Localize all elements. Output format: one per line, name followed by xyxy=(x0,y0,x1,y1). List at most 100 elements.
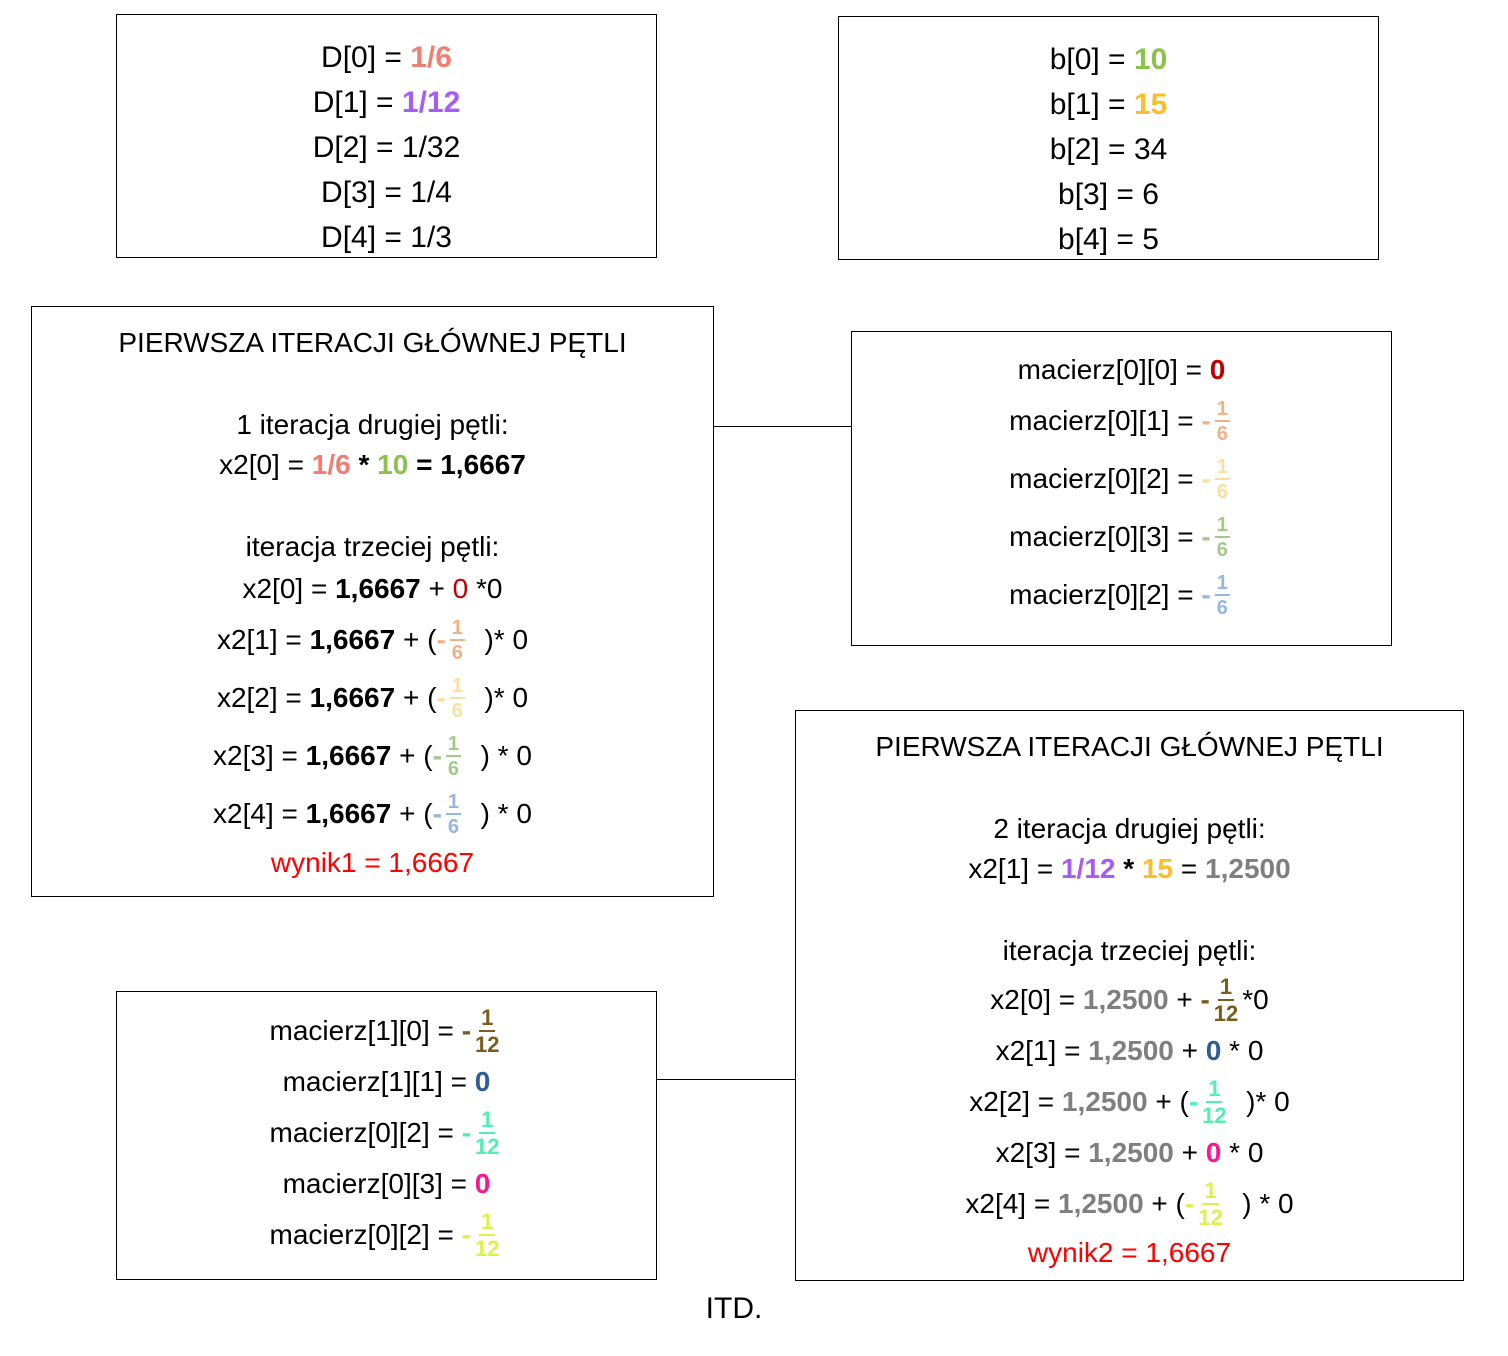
b-line: b[2] = 34 xyxy=(1050,127,1168,172)
x2-row: x2[0] = 1,2500 + -1 12 *0 xyxy=(990,971,1268,1029)
fraction-denominator: 6 xyxy=(1216,596,1228,619)
iteration-title: PIERWSZA ITERACJI GŁÓWNEJ PĘTLI xyxy=(875,731,1384,762)
x2-value: 1,2500 xyxy=(1082,984,1169,1015)
x2-value: 1,2500 xyxy=(1061,1086,1148,1117)
fraction-denominator: 12 xyxy=(475,1031,500,1057)
fraction-numerator: 1 xyxy=(479,1004,496,1032)
fraction-numerator: 1 xyxy=(449,616,465,641)
fraction-denominator: 6 xyxy=(447,757,460,780)
x2-label: x2[1] = xyxy=(995,1035,1081,1066)
fraction-numerator: 1 xyxy=(1214,455,1230,480)
b-label: b[3] = xyxy=(1058,178,1134,211)
x2-value: 1,6667 xyxy=(309,624,396,655)
b-term: 15 xyxy=(1141,853,1174,884)
d-line: D[1] = 1/12 xyxy=(313,80,461,125)
plus-sign: + ( xyxy=(399,740,433,771)
x2-row: x2[4] = 1,6667 + (-1 6 ) * 0 xyxy=(213,785,532,843)
b-value: 6 xyxy=(1142,178,1159,211)
x2-label: x2[0] = xyxy=(219,449,304,480)
matrix-zero: 0 xyxy=(474,1168,491,1199)
fraction-denominator: 12 xyxy=(1202,1102,1227,1128)
matrix-row1-box: macierz[1][0] = -1 12 macierz[1][1] = 0 m… xyxy=(116,991,657,1280)
x2-label: x2[1] = xyxy=(216,624,302,655)
x2-label: x2[3] = xyxy=(995,1137,1081,1168)
row-tail: ) * 0 xyxy=(480,798,532,829)
matrix-row: macierz[0][2] = -1 12 xyxy=(270,1206,504,1264)
fraction-denominator: 6 xyxy=(1216,538,1228,561)
minus-sign: - xyxy=(1201,579,1211,610)
d-line: D[2] = 1/32 xyxy=(313,125,461,170)
matrix-label: macierz[1][1] = xyxy=(282,1066,468,1097)
fraction-denominator: 12 xyxy=(475,1133,500,1159)
plus-sign: + ( xyxy=(1155,1086,1189,1117)
matrix-zero: 0 xyxy=(1205,1137,1222,1168)
minus-sign: - xyxy=(436,624,446,655)
plus-sign: + xyxy=(1181,1035,1198,1066)
b-label: b[0] = xyxy=(1049,43,1126,76)
plus-sign: + xyxy=(1176,984,1193,1015)
x2-main-equation: x2[1] = 1/12 * 15 = 1,2500 xyxy=(968,849,1290,889)
d-vector-box: D[0] = 1/6 D[1] = 1/12 D[2] = 1/32 D[3] … xyxy=(116,14,657,258)
x2-result: 1,6667 xyxy=(440,449,526,480)
first-iteration-box: PIERWSZA ITERACJI GŁÓWNEJ PĘTLI 1 iterac… xyxy=(31,306,714,897)
d-value: 1/4 xyxy=(410,176,452,209)
matrix-zero: 0 xyxy=(1205,1035,1222,1066)
x2-label: x2[1] = xyxy=(968,853,1054,884)
d-value: 1/3 xyxy=(410,221,452,254)
d-value: 1/32 xyxy=(401,131,461,164)
b-value: 34 xyxy=(1133,133,1168,166)
x2-main-equation: x2[0] = 1/6 * 10 = 1,6667 xyxy=(219,445,526,485)
b-label: b[4] = xyxy=(1058,223,1134,256)
x2-label: x2[4] = xyxy=(213,798,298,829)
fraction-numerator: 1 xyxy=(1206,1075,1223,1103)
matrix-label: macierz[0][3] = xyxy=(282,1168,468,1199)
multiply-sign: * xyxy=(358,449,370,480)
fraction-denominator: 12 xyxy=(1213,1000,1239,1026)
minus-sign: - xyxy=(461,1015,472,1046)
x2-label: x2[2] = xyxy=(969,1086,1055,1117)
b-label: b[2] = xyxy=(1049,133,1126,166)
second-iteration-box: PIERWSZA ITERACJI GŁÓWNEJ PĘTLI 2 iterac… xyxy=(795,710,1464,1281)
iteration-title: PIERWSZA ITERACJI GŁÓWNEJ PĘTLI xyxy=(118,327,627,358)
x2-row: x2[4] = 1,2500 + (-1 12 ) * 0 xyxy=(965,1175,1293,1233)
fraction-denominator: 12 xyxy=(475,1235,500,1261)
d-line: D[3] = 1/4 xyxy=(321,170,452,215)
fraction-denominator: 6 xyxy=(1216,480,1228,503)
x2-row: x2[2] = 1,6667 + (-1 6 )* 0 xyxy=(217,669,528,727)
x2-row: x2[1] = 1,2500 + 0 * 0 xyxy=(996,1029,1264,1073)
row-tail: )* 0 xyxy=(1246,1086,1290,1117)
row-tail: * 0 xyxy=(1229,1137,1264,1168)
second-loop-title: 1 iteracja drugiej pętli: xyxy=(236,409,509,440)
b-value: 10 xyxy=(1133,43,1168,76)
x2-row: x2[2] = 1,2500 + (-1 12 )* 0 xyxy=(969,1073,1289,1131)
b-line: b[1] = 15 xyxy=(1050,82,1168,127)
matrix-row: macierz[1][1] = 0 xyxy=(283,1060,491,1104)
fraction-numerator: 1 xyxy=(1217,973,1235,1001)
d-term: 1/6 xyxy=(311,449,351,480)
d-label: D[4] = xyxy=(321,221,402,254)
matrix-row: macierz[0][2] = -1 12 xyxy=(270,1104,504,1162)
row-tail: *0 xyxy=(476,573,503,604)
matrix-row: macierz[0][0] = 0 xyxy=(1018,348,1226,392)
fraction-numerator: 1 xyxy=(1214,397,1230,422)
minus-sign: - xyxy=(432,740,442,771)
fraction: 1 12 xyxy=(1213,973,1239,1026)
x2-value: 1,6667 xyxy=(309,682,396,713)
plus-sign: + ( xyxy=(402,624,437,655)
b-term: 10 xyxy=(377,449,409,480)
minus-sign: - xyxy=(461,1117,472,1148)
minus-sign: - xyxy=(1188,1086,1199,1117)
connector-line xyxy=(656,1079,796,1080)
fraction: 1 12 xyxy=(475,1108,500,1159)
multiply-sign: * xyxy=(1123,853,1135,884)
b-value: 15 xyxy=(1133,88,1168,121)
matrix-label: macierz[0][2] = xyxy=(1009,579,1194,610)
matrix-zero: 0 xyxy=(474,1066,491,1097)
row-tail: *0 xyxy=(1242,984,1269,1015)
